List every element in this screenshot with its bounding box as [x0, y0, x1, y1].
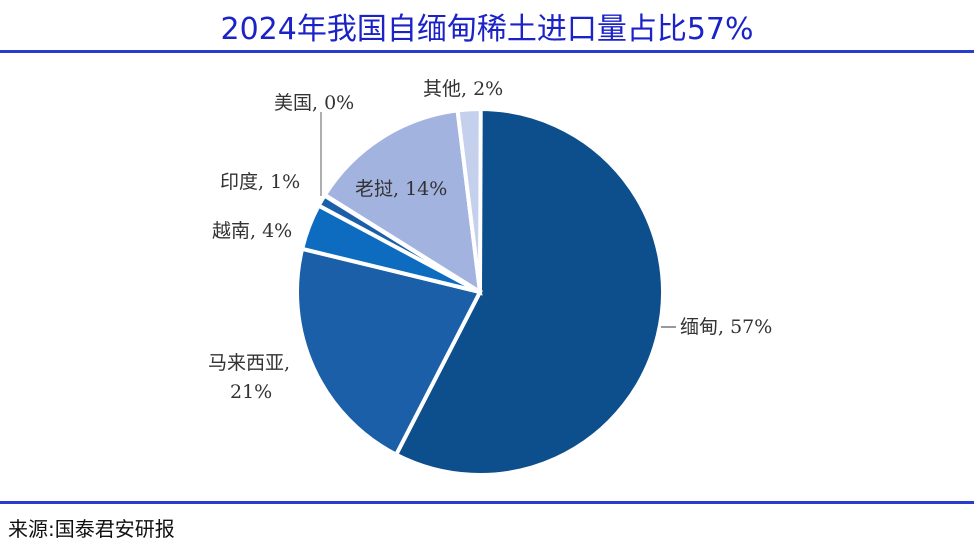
- pie-slice-0: [393, 106, 665, 477]
- pie-slice-1: [295, 246, 483, 458]
- pie-slice-5: [322, 108, 483, 296]
- label-vietnam: 越南, 4%: [212, 220, 292, 242]
- label-malaysia: 马来西亚,: [208, 352, 290, 374]
- label-india: 印度, 1%: [220, 171, 300, 193]
- footer-divider: [0, 501, 974, 504]
- pie-slice-6: [455, 107, 483, 293]
- page-title: 2024年我国自缅甸稀土进口量占比57%: [220, 12, 754, 47]
- title-divider: [0, 50, 974, 53]
- label-usa: 美国, 0%: [274, 92, 354, 114]
- label-malaysia-pct: 21%: [230, 381, 272, 403]
- label-myanmar: 缅甸, 57%: [680, 316, 772, 338]
- source-note: 来源:国泰君安研报: [8, 517, 175, 541]
- label-laos: 老挝, 14%: [355, 178, 447, 200]
- label-other: 其他, 2%: [423, 78, 503, 100]
